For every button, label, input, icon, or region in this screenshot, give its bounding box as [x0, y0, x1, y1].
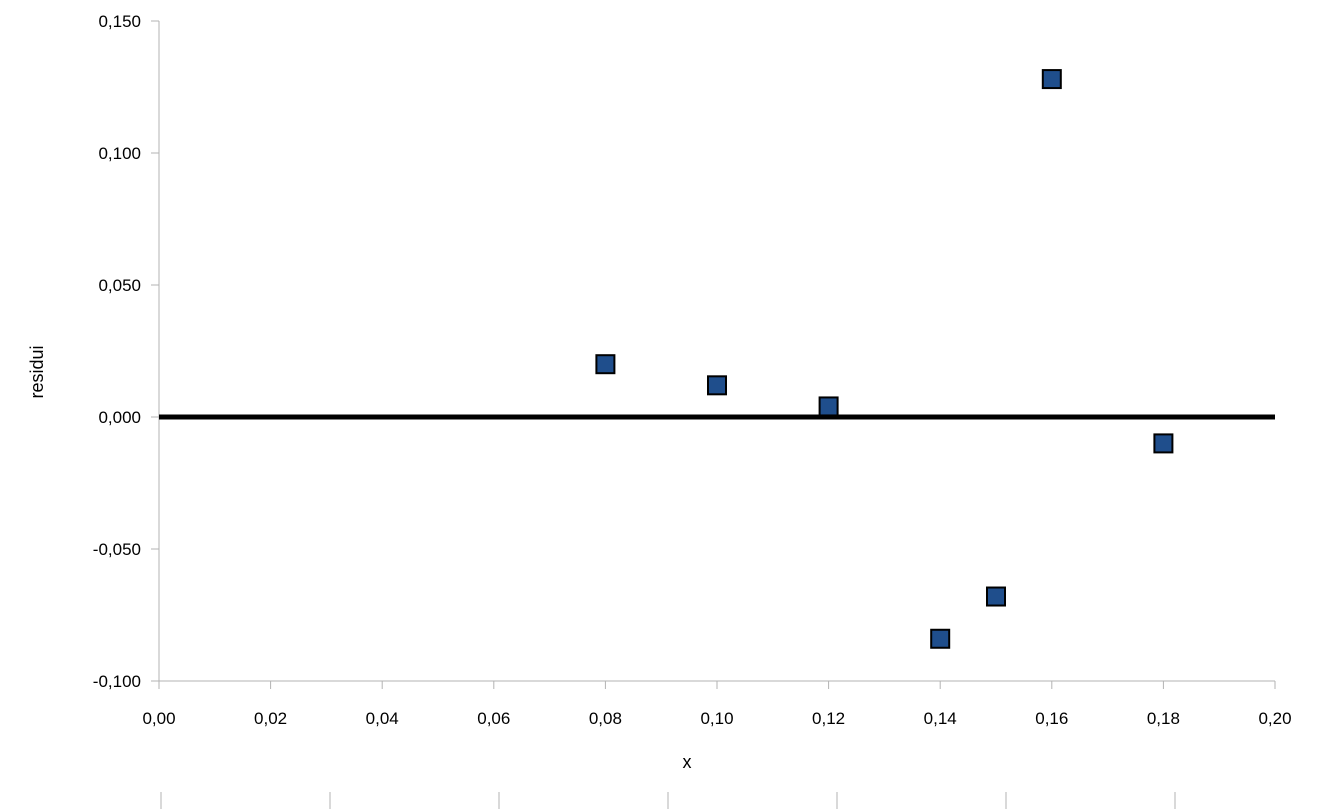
x-axis-title: x	[683, 752, 692, 772]
x-tick-label: 0,10	[700, 709, 733, 728]
data-point	[1153, 433, 1174, 454]
x-tick-label: 0,16	[1035, 709, 1068, 728]
bottom-tick-marks	[160, 792, 1176, 809]
labels-layer: residui x	[27, 345, 692, 772]
x-tick-label: 0,20	[1258, 709, 1291, 728]
data-point	[818, 396, 839, 417]
y-tick-label: -0,100	[93, 672, 141, 691]
y-axis-title: residui	[27, 345, 47, 398]
y-tick-label: 0,050	[98, 276, 141, 295]
y-tick-label: 0,100	[98, 144, 141, 163]
x-tick-label: 0,06	[477, 709, 510, 728]
axes-layer: -0,100 -0,050 0,000 0,050 0,100 0,150 0,00 0,02…	[93, 12, 1292, 728]
data-point	[930, 628, 951, 649]
data-point	[986, 586, 1006, 607]
x-tick-label: 0,04	[366, 709, 399, 728]
points-layer	[595, 69, 1174, 649]
data-point	[595, 354, 616, 375]
y-tick-label: 0,150	[98, 12, 141, 31]
x-tick-label: 0,00	[142, 709, 175, 728]
x-tick-label: 0,02	[254, 709, 287, 728]
data-point	[707, 375, 727, 396]
y-tick-label: -0,050	[93, 540, 141, 559]
x-tick-label: 0,08	[589, 709, 622, 728]
y-tick-label: 0,000	[98, 408, 141, 427]
data-point	[1041, 69, 1062, 90]
x-tick-label: 0,18	[1147, 709, 1180, 728]
x-tick-label: 0,12	[812, 709, 845, 728]
x-tick-label: 0,14	[924, 709, 957, 728]
